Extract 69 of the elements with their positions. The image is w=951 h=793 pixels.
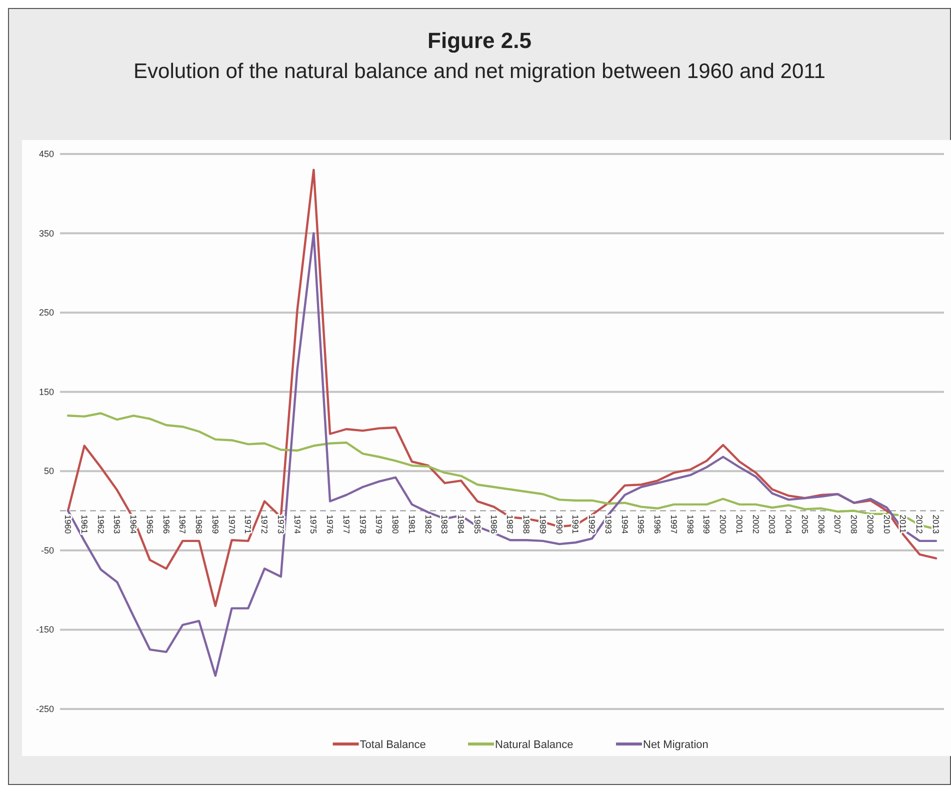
- y-tick-label: -50: [40, 545, 54, 556]
- x-tick-label: 1996: [652, 514, 663, 534]
- x-tick-label: 1997: [668, 514, 679, 534]
- x-tick-label: 2012: [914, 514, 925, 534]
- x-tick-label: 1965: [144, 514, 155, 534]
- line-series: [66, 232, 938, 677]
- y-tick-label: 150: [38, 386, 54, 397]
- y-tick-label: 450: [38, 149, 54, 159]
- x-tick-label: 2004: [784, 514, 794, 534]
- y-tick-label: 350: [38, 228, 54, 238]
- x-tick-label: 1969: [210, 514, 220, 534]
- x-tick-label: 2000: [718, 514, 728, 534]
- x-tick-label: 1981: [406, 514, 417, 534]
- x-tick-label: 2003: [767, 514, 778, 534]
- x-tick-label: 2006: [816, 514, 826, 534]
- x-tick-label: 2007: [832, 514, 843, 534]
- x-tick-label: 1962: [96, 514, 106, 534]
- chart-subtitle: Evolution of the natural balance and net migration between 1960 and 2011: [134, 60, 826, 83]
- x-tick-label: 1998: [685, 514, 696, 534]
- legend-label: Natural Balance: [495, 739, 574, 751]
- x-tick-label: 1960: [63, 514, 73, 534]
- x-tick-label: 2005: [800, 514, 810, 534]
- x-tick-label: 1975: [308, 514, 319, 534]
- x-tick-label: 1976: [325, 514, 336, 534]
- x-tick-label: 2013: [931, 514, 941, 534]
- chart-title: Figure 2.5: [428, 28, 532, 53]
- x-tick-label: 1964: [128, 514, 139, 534]
- x-tick-label: 1988: [522, 514, 532, 534]
- x-tick-label: 1967: [178, 514, 188, 534]
- x-tick-label: 1971: [243, 514, 254, 534]
- y-tick-label: 50: [44, 466, 54, 476]
- y-tick-label: 250: [38, 308, 54, 318]
- x-tick-label: 1983: [440, 514, 450, 534]
- x-tick-label: 1974: [292, 514, 302, 534]
- legend-label: Net Migration: [643, 739, 708, 751]
- x-tick-label: 2001: [734, 514, 744, 534]
- x-tick-label: 1994: [620, 514, 630, 534]
- x-tick-label: 2010: [882, 514, 892, 534]
- x-tick-label: 1989: [538, 514, 548, 534]
- x-tick-label: 1980: [390, 514, 401, 534]
- y-tick-label: -150: [36, 624, 54, 635]
- x-tick-label: 1970: [226, 514, 237, 534]
- x-tick-label: 1973: [276, 514, 286, 534]
- x-tick-label: 1987: [505, 514, 516, 534]
- legend-label: Total Balance: [360, 739, 426, 751]
- x-tick-label: 1977: [341, 514, 352, 534]
- x-tick-label: 1992: [587, 514, 598, 534]
- x-tick-label: 1966: [161, 514, 172, 534]
- x-tick-label: 1978: [358, 514, 368, 534]
- x-tick-label: 1985: [472, 514, 482, 534]
- x-tick-label: 1999: [702, 514, 712, 534]
- x-tick-label: 2002: [750, 514, 761, 534]
- y-tick-label: -250: [36, 704, 54, 714]
- x-tick-label: 1972: [260, 514, 270, 534]
- x-tick-label: 1979: [374, 514, 384, 534]
- x-tick-label: 1993: [603, 514, 614, 534]
- x-tick-label: 1984: [456, 514, 466, 534]
- x-tick-label: 2011: [898, 514, 908, 534]
- x-tick-label: 1995: [636, 514, 646, 534]
- x-tick-label: 1990: [554, 514, 564, 534]
- x-tick-label: 1986: [488, 514, 499, 534]
- x-tick-label: 1963: [112, 514, 122, 534]
- x-tick-label: 2009: [865, 514, 876, 534]
- x-tick-label: 1982: [423, 514, 434, 534]
- x-tick-label: 2008: [849, 514, 860, 534]
- x-tick-label: 1961: [79, 514, 90, 534]
- x-tick-label: 1991: [570, 514, 581, 534]
- line-series: [66, 168, 938, 608]
- x-tick-label: 1968: [194, 514, 204, 534]
